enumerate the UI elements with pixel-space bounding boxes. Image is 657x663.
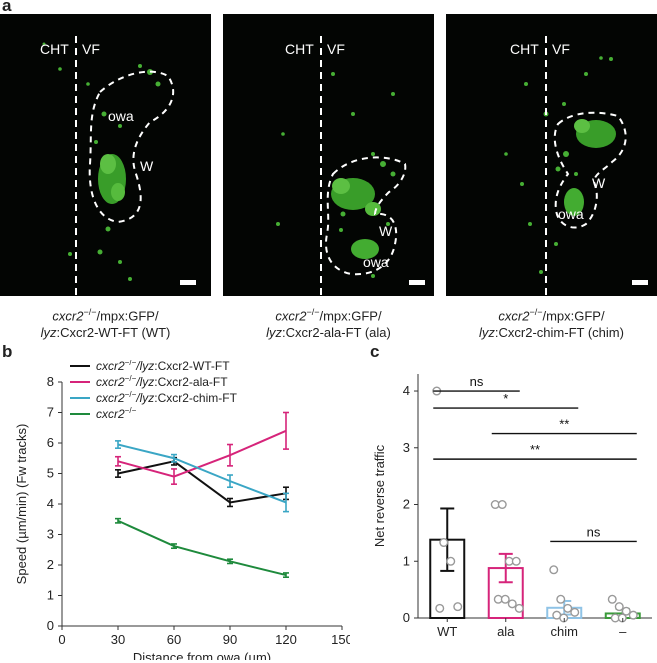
y-tick-label: 2	[47, 557, 54, 572]
data-point	[439, 538, 449, 548]
micrograph-wt-svg: CHT VF owa W	[40, 36, 196, 296]
x-tick-label: WT	[437, 624, 457, 639]
owa-label: owa	[558, 206, 584, 222]
w-label: W	[592, 175, 606, 191]
data-point	[556, 594, 566, 604]
y-tick-label: 2	[403, 497, 410, 512]
series-line	[117, 519, 287, 577]
panel-label-a: a	[2, 0, 12, 15]
y-tick-label: 4	[403, 383, 410, 398]
x-tick-label: 120	[275, 632, 297, 647]
data-point	[497, 500, 507, 510]
x-tick-label: 60	[167, 632, 181, 647]
data-point	[500, 594, 510, 604]
y-tick-label: 5	[47, 466, 54, 481]
neutrophil-cells	[42, 42, 161, 281]
x-tick-label: ala	[497, 624, 515, 639]
caption-ala: cxcr2−/−/mpx:GFP/ lyz:Cxcr2-ala-FT (ala)	[266, 307, 391, 341]
vf-label: VF	[552, 41, 570, 57]
micrograph-ala: CHT VF W owa	[223, 14, 434, 296]
w-label: W	[379, 223, 393, 239]
caption-wt: cxcr2−/−/mpx:GFP/ lyz:Cxcr2-WT-FT (WT)	[40, 307, 171, 341]
series-line	[117, 443, 287, 504]
data-point	[507, 599, 517, 609]
y-axis-title: Speed (µm/min) (Fw tracks)	[14, 424, 29, 585]
w-label: W	[140, 158, 154, 174]
vf-label: VF	[82, 41, 100, 57]
data-point	[607, 594, 617, 604]
caption-chim: cxcr2−/−/mpx:GFP/ lyz:Cxcr2-chim-FT (chi…	[479, 307, 624, 341]
neutrophil-cells	[276, 72, 396, 278]
data-point	[514, 603, 524, 613]
significance-label: ns	[587, 524, 601, 539]
x-tick-label: 0	[58, 632, 65, 647]
y-tick-label: 3	[403, 440, 410, 455]
panel-label-c: c	[370, 342, 380, 361]
y-tick-label: 0	[47, 618, 54, 633]
y-axis-title: Net reverse traffic	[372, 444, 387, 547]
data-point	[621, 606, 631, 616]
wound-outline	[88, 70, 175, 224]
y-tick-label: 4	[47, 496, 54, 511]
y-tick-label: 8	[47, 374, 54, 389]
y-tick-label: 1	[403, 553, 410, 568]
x-axis-title: Distance from owa (µm)	[133, 650, 271, 660]
y-tick-label: 3	[47, 527, 54, 542]
significance-label: **	[559, 417, 569, 432]
legend-label: cxcr2−/−/lyz:Cxcr2-chim-FT	[96, 390, 238, 405]
cht-label: CHT	[510, 41, 539, 57]
y-tick-label: 1	[47, 588, 54, 603]
y-tick-label: 6	[47, 435, 54, 450]
x-tick-label: chim	[551, 624, 578, 639]
x-tick-label: –	[619, 624, 627, 639]
micrograph-chim-svg: CHT VF W owa	[504, 36, 648, 296]
legend-label: cxcr2−/−	[96, 406, 137, 421]
data-point	[435, 603, 445, 613]
cht-label: CHT	[285, 41, 314, 57]
significance-label: ns	[470, 374, 484, 389]
data-point	[563, 603, 573, 613]
data-point	[570, 607, 580, 617]
data-point	[628, 610, 638, 620]
data-point	[511, 556, 521, 566]
legend-label: cxcr2−/−/lyz:Cxcr2-WT-FT	[96, 360, 230, 373]
x-tick-label: 30	[111, 632, 125, 647]
micrograph-wt: CHT VF owa W	[0, 14, 211, 296]
data-point	[446, 556, 456, 566]
data-point	[549, 565, 559, 575]
legend-label: cxcr2−/−/lyz:Cxcr2-ala-FT	[96, 374, 228, 389]
significance-label: *	[503, 391, 508, 406]
vf-label: VF	[327, 41, 345, 57]
scale-bar	[180, 280, 196, 285]
wound-outline	[325, 156, 407, 276]
x-tick-label: 150	[331, 632, 350, 647]
significance-label: **	[530, 442, 540, 457]
owa-label: owa	[363, 254, 389, 270]
y-tick-label: 0	[403, 610, 410, 625]
series-line	[117, 429, 287, 478]
scale-bar	[632, 280, 648, 285]
micrograph-chim: CHT VF W owa	[446, 14, 657, 296]
cht-label: CHT	[40, 41, 69, 57]
panel-label-b: b	[2, 342, 13, 361]
x-tick-label: 90	[223, 632, 237, 647]
micrograph-ala-svg: CHT VF W owa	[276, 36, 425, 296]
y-tick-label: 7	[47, 405, 54, 420]
data-point	[614, 602, 624, 612]
data-point	[453, 602, 463, 612]
neutrophil-cells	[504, 56, 616, 274]
series-line	[117, 460, 287, 504]
speed-line-chart: 0 1 2 3 4 5 6 7 8 0 30 60 90 120 150 Distance from owa …	[14, 360, 350, 660]
owa-label: owa	[108, 108, 134, 124]
scale-bar	[409, 280, 425, 285]
